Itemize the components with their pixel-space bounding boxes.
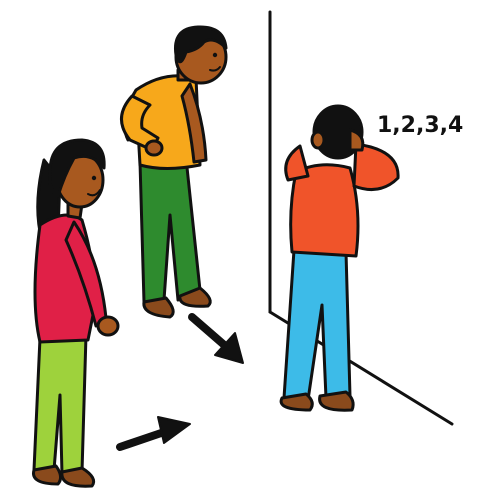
arrow-down-right-icon bbox=[188, 313, 244, 364]
count-label: 1,2,3,4 bbox=[377, 113, 463, 138]
arrow-right-icon bbox=[116, 416, 191, 451]
girl-red-shirt bbox=[32, 138, 120, 488]
boy-yellow-shirt bbox=[120, 25, 228, 319]
seeker-boy-counting bbox=[279, 104, 400, 412]
